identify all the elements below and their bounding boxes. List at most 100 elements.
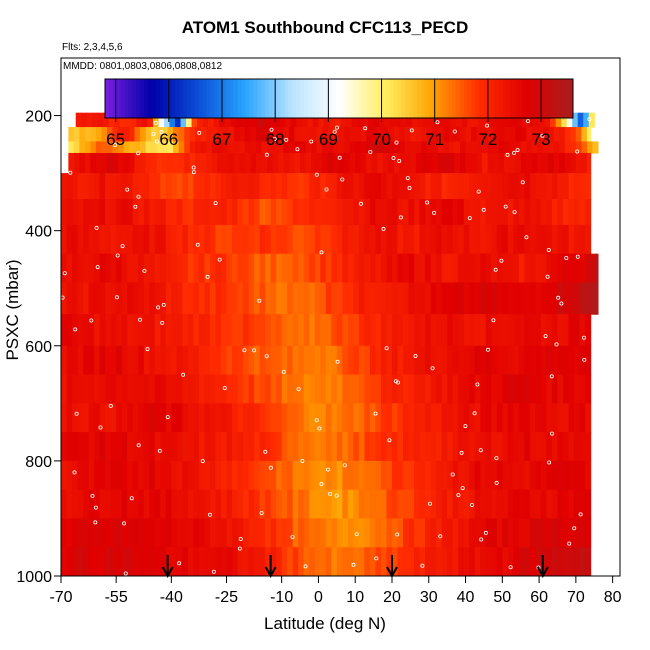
heatmap-cell (254, 374, 261, 404)
heatmap-cell (391, 173, 399, 200)
heatmap-cell (342, 460, 349, 491)
heatmap-cell (243, 224, 250, 255)
measurement-marker (481, 207, 486, 212)
heatmap-cell (127, 224, 134, 255)
heatmap-cell (458, 547, 465, 576)
heatmap-cell (132, 345, 139, 376)
heatmap-cell (314, 199, 321, 226)
heatmap-cell (331, 224, 338, 255)
heatmap-cell (276, 199, 283, 226)
heatmap-cell (364, 345, 371, 376)
heatmap-cell (243, 432, 250, 462)
heatmap-cell (143, 403, 150, 433)
heatmap-cell (237, 547, 244, 576)
heatmap-cell (419, 547, 426, 576)
heatmap-cell (160, 460, 167, 491)
heatmap-cell (485, 518, 492, 548)
heatmap-cell (452, 374, 459, 404)
heatmap-cell (540, 460, 548, 491)
heatmap-cell (162, 141, 169, 154)
heatmap-cell (524, 253, 531, 284)
measurement-marker (391, 155, 396, 160)
colorbar-segment (397, 79, 402, 118)
heatmap-cell (498, 141, 505, 154)
heatmap-cell (301, 112, 308, 128)
measurement-marker (413, 353, 418, 358)
heatmap-cell (529, 432, 537, 462)
heatmap-cell (585, 173, 592, 200)
heatmap-cell (61, 345, 68, 376)
measurement-marker (309, 139, 314, 144)
heatmap-cell (121, 460, 128, 491)
heatmap-cell (535, 199, 542, 226)
heatmap-cell (425, 460, 432, 491)
heatmap-cell (99, 374, 106, 404)
heatmap-cell (61, 374, 68, 404)
heatmap-cell (134, 141, 141, 154)
heatmap-cell (379, 112, 386, 128)
heatmap-cell (408, 489, 415, 520)
heatmap-cell (243, 199, 250, 226)
heatmap-cell (243, 282, 250, 315)
heatmap-cell (121, 173, 128, 200)
heatmap-cell (239, 141, 246, 154)
measurement-marker (459, 450, 464, 455)
colorbar-segment (440, 79, 445, 118)
heatmap-cell (496, 173, 503, 200)
heatmap-cell (215, 460, 222, 491)
heatmap-cell (382, 127, 389, 143)
heatmap-cell (430, 282, 437, 315)
heatmap-cell (83, 282, 90, 315)
heatmap-cell (88, 518, 95, 548)
heatmap-cell (84, 141, 92, 154)
heatmap-cell (596, 253, 599, 284)
heatmap-cell (482, 141, 489, 154)
heatmap-cell (132, 518, 139, 548)
heatmap-cell (585, 199, 592, 226)
heatmap-cell (529, 173, 537, 200)
measurement-marker (319, 250, 324, 255)
heatmap-cell (314, 173, 321, 200)
heatmap-cell (327, 152, 334, 174)
heatmap-cell (581, 152, 588, 174)
heatmap-cell (77, 282, 84, 315)
heatmap-cell (176, 432, 183, 462)
colorbar-segment (549, 79, 554, 118)
heatmap-cell (228, 141, 235, 154)
heatmap-cell (298, 403, 305, 433)
measurement-marker (467, 216, 472, 221)
heatmap-cell (94, 224, 101, 255)
heatmap-cell (281, 314, 288, 347)
measurement-marker (300, 458, 305, 463)
heatmap-cell (154, 403, 161, 433)
heatmap-cell (469, 345, 476, 376)
heatmap-cell (358, 489, 366, 520)
measurement-markers (61, 111, 592, 576)
heatmap-cell (579, 199, 586, 226)
heatmap-cell (504, 127, 511, 143)
heatmap-cell (513, 547, 520, 576)
heatmap-cell (187, 199, 194, 226)
heatmap-cell (88, 403, 95, 433)
x-tick-label: 50 (493, 589, 511, 606)
heatmap-cell (358, 374, 366, 404)
heatmap-cell (287, 314, 294, 347)
heatmap-cell (331, 345, 338, 376)
heatmap-cell (380, 224, 388, 255)
heatmap-cell (68, 141, 75, 154)
colorbar-segment (541, 79, 547, 118)
colorbar-segment (206, 79, 211, 118)
heatmap-cell (513, 345, 520, 376)
heatmap-cell (380, 253, 388, 284)
colorbar-tick-label: 71 (425, 130, 444, 149)
heatmap-cell (110, 173, 117, 200)
measurement-marker (177, 561, 182, 566)
heatmap-cell (338, 141, 345, 154)
heatmap-cell (270, 547, 277, 576)
heatmap-cell (581, 127, 588, 143)
colorbar-segment (569, 79, 574, 118)
heatmap-cell (265, 518, 272, 548)
heatmap-cell (220, 199, 228, 226)
heatmap-cell (520, 152, 527, 174)
heatmap-cell (524, 314, 531, 347)
